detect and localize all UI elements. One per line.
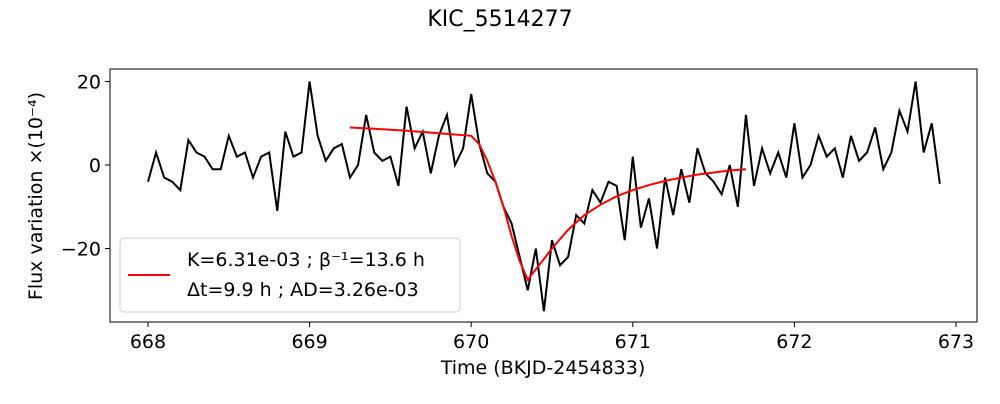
x-tick-label: 673 bbox=[938, 331, 974, 353]
x-tick-label: 672 bbox=[776, 331, 812, 353]
y-tick-label: 20 bbox=[77, 72, 101, 94]
legend-label: K=6.31e-03 ; β⁻¹=13.6 h Δt=9.9 h ; AD=3.2… bbox=[187, 249, 425, 301]
chart-title: KIC_5514277 bbox=[427, 7, 572, 32]
y-tick-label: 0 bbox=[89, 155, 101, 177]
x-tick-label: 671 bbox=[615, 331, 651, 353]
x-tick-label: 668 bbox=[130, 331, 166, 353]
y-tick-label: −20 bbox=[61, 239, 101, 261]
plot-frame bbox=[109, 68, 978, 323]
x-tick-label: 669 bbox=[291, 331, 327, 353]
y-axis-label: Flux variation ×(10⁻⁴) bbox=[25, 92, 47, 300]
legend-box bbox=[119, 237, 461, 313]
x-axis-label: Time (BKJD-2454833) bbox=[440, 357, 646, 379]
data-line bbox=[147, 81, 941, 312]
data-line bbox=[349, 126, 746, 282]
x-tick-label: 670 bbox=[453, 331, 489, 353]
